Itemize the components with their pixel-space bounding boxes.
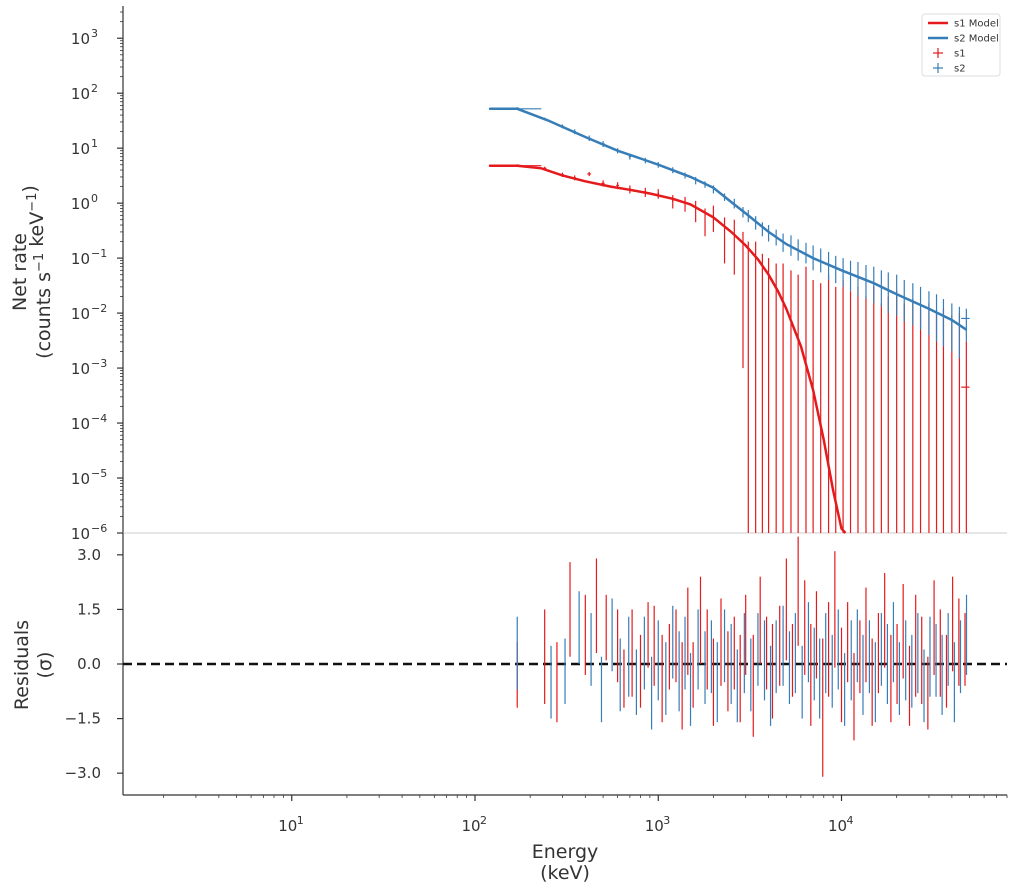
- x-title-line2: (keV): [540, 862, 590, 884]
- y-tick-exponent: −1: [91, 247, 107, 260]
- x-tick-exponent: 4: [847, 814, 854, 827]
- y-tick-exponent: 3: [91, 27, 98, 40]
- axis-labels: Net rate (counts s−1 keV−1)Residuals (σ)En…: [9, 185, 598, 884]
- residuals-y-title-line2: (σ): [34, 652, 56, 679]
- x-tick-exponent: 2: [480, 814, 487, 827]
- s1-model-curve: [489, 164, 847, 534]
- x-title-line1: Energy: [532, 841, 599, 863]
- s2-model-curve: [489, 107, 967, 331]
- residual-y-tick-label: 1.5: [77, 600, 101, 618]
- x-tick-label: 10: [828, 817, 847, 835]
- x-tick-exponent: 3: [663, 814, 670, 827]
- y-tick-exponent: −3: [91, 357, 107, 370]
- legend-label: s1 Model: [954, 19, 999, 30]
- y-tick-exponent: 0: [91, 192, 98, 205]
- y-title-text: keV: [26, 212, 48, 253]
- y-tick-exponent: −4: [91, 412, 107, 425]
- residual-y-tick-label: 0.0: [77, 655, 101, 673]
- residual-y-tick-label: −3.0: [65, 764, 101, 782]
- y-tick-label: 10: [71, 360, 90, 378]
- legend-label: s1: [954, 49, 966, 60]
- y-tick-label: 10: [71, 85, 90, 103]
- x-tick-exponent: 1: [297, 814, 304, 827]
- x-tick-label: 10: [645, 817, 664, 835]
- y-tick-exponent: 2: [91, 82, 98, 95]
- residual-y-tick-label: −1.5: [65, 710, 101, 728]
- legend-box: [921, 13, 1001, 77]
- y-title-superscript: −1: [25, 193, 40, 212]
- y-tick-label: 10: [71, 250, 90, 268]
- residual-y-tick-label: 3.0: [77, 546, 101, 564]
- y-title-text: ): [19, 185, 41, 192]
- y-tick-label: 10: [71, 140, 90, 158]
- spectrum-y-title-line2: (counts s−1 keV−1): [19, 185, 55, 359]
- y-tick-label: 10: [71, 525, 90, 543]
- legend: s1 Model s2 Model s1 s2: [921, 13, 1001, 77]
- legend-label: s2 Model: [954, 34, 999, 45]
- x-tick-label: 10: [278, 817, 297, 835]
- y-tick-label: 10: [71, 30, 90, 48]
- spectrum-y-title-line1: Net rate: [9, 233, 31, 311]
- y-tick-label: 10: [71, 415, 90, 433]
- residuals-y-title-line1: Residuals: [11, 620, 33, 710]
- y-tick-exponent: −2: [91, 302, 107, 315]
- residuals-panel: 3.01.50.0−1.5−3.010 1 10 2 10 3 10 4: [65, 533, 1008, 835]
- y-tick-label: 10: [71, 195, 90, 213]
- y-tick-exponent: 1: [91, 137, 98, 150]
- y-tick-label: 10: [71, 305, 90, 323]
- y-tick-exponent: −6: [91, 522, 107, 535]
- y-title-superscript: −1: [32, 253, 47, 272]
- y-tick-label: 10: [71, 470, 90, 488]
- x-tick-label: 10: [461, 817, 480, 835]
- legend-label: s2: [954, 64, 966, 75]
- y-title-text: (counts s: [33, 272, 55, 359]
- y-tick-exponent: −5: [91, 467, 107, 480]
